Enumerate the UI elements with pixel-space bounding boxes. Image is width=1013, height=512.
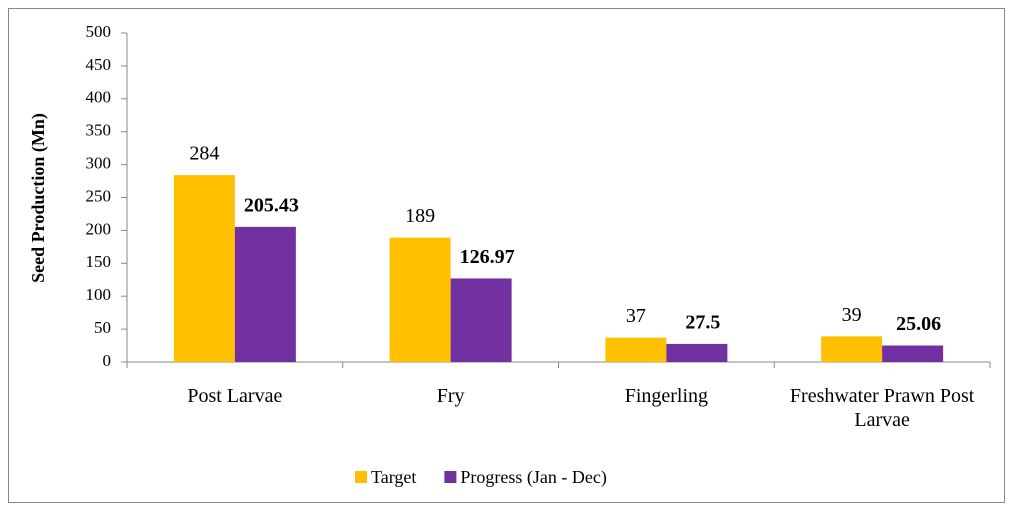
bar [389,237,451,362]
data-label: 189 [405,205,435,227]
y-tick-label: 300 [86,154,112,173]
bar [666,343,728,362]
x-tick-label: Fry [436,385,465,407]
y-tick-label: 100 [86,285,112,304]
bar [234,226,296,362]
legend-swatch [444,471,457,483]
data-label: 25.06 [896,313,941,335]
y-tick-label: 250 [86,186,112,205]
data-label: 284 [189,143,219,165]
y-tick-label: 350 [86,121,112,140]
data-label: 37 [626,305,646,327]
bar [450,278,512,362]
y-tick-label: 200 [86,219,112,238]
data-label: 126.97 [460,246,515,268]
bar [821,336,883,362]
data-label: 205.43 [244,194,299,216]
x-tick-label: Fingerling [624,385,709,407]
y-axis-label: Seed Production (Mn) [28,113,49,283]
y-tick-label: 500 [86,22,112,41]
y-tick-label: 400 [86,88,112,107]
bar [882,345,944,362]
y-tick-label: 450 [86,55,112,74]
legend-swatch [355,471,367,483]
data-label: 27.5 [685,311,720,333]
legend-label: Progress (Jan - Dec) [460,467,606,488]
data-label: 39 [842,304,862,326]
x-tick-label: Post Larvae [187,385,283,407]
bar [173,175,235,362]
y-tick-label: 50 [94,318,111,337]
y-tick-label: 150 [86,252,112,271]
legend-label: Target [371,467,416,487]
y-tick-label: 0 [103,351,112,370]
x-tick-label: Freshwater Prawn Post Larvae [789,385,975,431]
bar [605,337,667,362]
